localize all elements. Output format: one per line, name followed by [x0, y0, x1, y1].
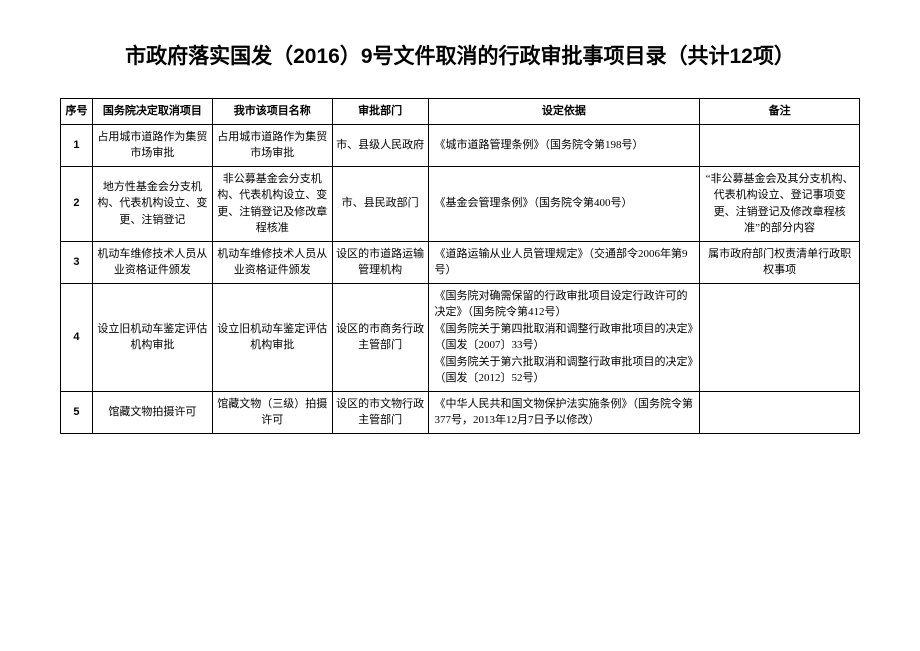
cell-basis: 《国务院对确需保留的行政审批项目设定行政许可的决定》（国务院令第412号）《国务…	[428, 283, 700, 391]
col-header-dept: 审批部门	[332, 99, 428, 125]
col-header-basis: 设定依据	[428, 99, 700, 125]
cell-remark	[700, 283, 860, 391]
cell-no: 4	[61, 283, 93, 391]
cell-cancel-item: 占用城市道路作为集贸市场审批	[92, 124, 212, 166]
col-header-cancel-item: 国务院决定取消项目	[92, 99, 212, 125]
cell-city-name: 非公募基金会分支机构、代表机构设立、变更、注销登记及修改章程核准	[212, 166, 332, 241]
cell-dept: 设区的市文物行政主管部门	[332, 391, 428, 433]
cell-basis: 《道路运输从业人员管理规定》（交通部令2006年第9号）	[428, 241, 700, 283]
cell-city-name: 馆藏文物（三级）拍摄许可	[212, 391, 332, 433]
cell-basis: 《基金会管理条例》（国务院令第400号）	[428, 166, 700, 241]
cell-no: 3	[61, 241, 93, 283]
cell-remark	[700, 124, 860, 166]
cell-no: 2	[61, 166, 93, 241]
table-row: 2 地方性基金会分支机构、代表机构设立、变更、注销登记 非公募基金会分支机构、代…	[61, 166, 860, 241]
cell-no: 5	[61, 391, 93, 433]
cell-basis: 《城市道路管理条例》（国务院令第198号）	[428, 124, 700, 166]
cell-dept: 市、县级人民政府	[332, 124, 428, 166]
col-header-remark: 备注	[700, 99, 860, 125]
cell-no: 1	[61, 124, 93, 166]
cell-city-name: 机动车维修技术人员从业资格证件颁发	[212, 241, 332, 283]
cell-dept: 设区的市道路运输管理机构	[332, 241, 428, 283]
cell-dept: 设区的市商务行政主管部门	[332, 283, 428, 391]
cell-remark	[700, 391, 860, 433]
cell-remark: “非公募基金会及其分支机构、代表机构设立、登记事项变更、注销登记及修改章程核准”…	[700, 166, 860, 241]
approval-items-table: 序号 国务院决定取消项目 我市该项目名称 审批部门 设定依据 备注 1 占用城市…	[60, 98, 860, 434]
cell-cancel-item: 设立旧机动车鉴定评估机构审批	[92, 283, 212, 391]
cell-cancel-item: 地方性基金会分支机构、代表机构设立、变更、注销登记	[92, 166, 212, 241]
cell-dept: 市、县民政部门	[332, 166, 428, 241]
table-row: 3 机动车维修技术人员从业资格证件颁发 机动车维修技术人员从业资格证件颁发 设区…	[61, 241, 860, 283]
table-header-row: 序号 国务院决定取消项目 我市该项目名称 审批部门 设定依据 备注	[61, 99, 860, 125]
col-header-no: 序号	[61, 99, 93, 125]
cell-cancel-item: 馆藏文物拍摄许可	[92, 391, 212, 433]
page-title: 市政府落实国发（2016）9号文件取消的行政审批事项目录（共计12项）	[60, 40, 860, 70]
table-row: 4 设立旧机动车鉴定评估机构审批 设立旧机动车鉴定评估机构审批 设区的市商务行政…	[61, 283, 860, 391]
table-row: 1 占用城市道路作为集贸市场审批 占用城市道路作为集贸市场审批 市、县级人民政府…	[61, 124, 860, 166]
cell-remark: 属市政府部门权责清单行政职权事项	[700, 241, 860, 283]
cell-city-name: 设立旧机动车鉴定评估机构审批	[212, 283, 332, 391]
col-header-city-name: 我市该项目名称	[212, 99, 332, 125]
table-row: 5 馆藏文物拍摄许可 馆藏文物（三级）拍摄许可 设区的市文物行政主管部门 《中华…	[61, 391, 860, 433]
cell-basis: 《中华人民共和国文物保护法实施条例》（国务院令第377号，2013年12月7日予…	[428, 391, 700, 433]
cell-city-name: 占用城市道路作为集贸市场审批	[212, 124, 332, 166]
cell-cancel-item: 机动车维修技术人员从业资格证件颁发	[92, 241, 212, 283]
